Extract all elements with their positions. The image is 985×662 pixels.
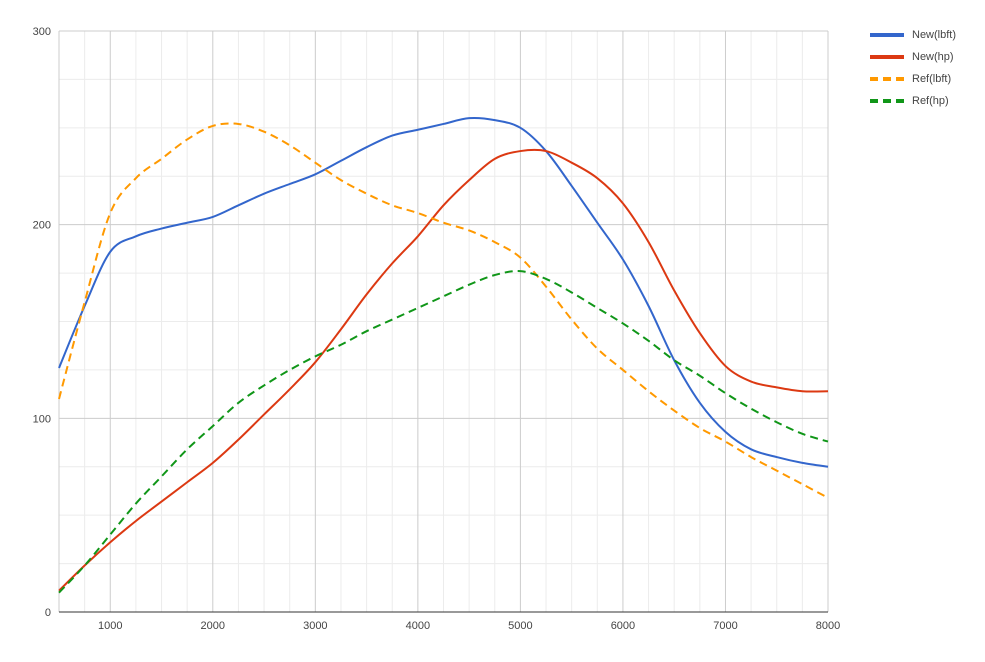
x-tick-label: 4000	[406, 620, 430, 632]
legend-label: New(hp)	[912, 51, 954, 63]
major-gridlines	[58, 30, 829, 613]
y-tick-label: 300	[33, 26, 51, 38]
legend-swatch	[870, 99, 904, 103]
x-tick-label: 7000	[713, 620, 737, 632]
legend-item-0[interactable]: New(lbft)	[870, 24, 982, 46]
legend-swatch	[870, 33, 904, 37]
y-tick-label: 200	[33, 220, 51, 232]
y-tick-label: 100	[33, 413, 51, 425]
legend-item-1[interactable]: New(hp)	[870, 46, 982, 68]
legend-item-3[interactable]: Ref(hp)	[870, 90, 982, 112]
legend-swatch	[870, 77, 904, 81]
x-tick-label: 5000	[508, 620, 532, 632]
axis-tick-labels: 0 100 200 300 1000 2000 3000 4000 5000 6000 7000 80…	[33, 26, 841, 632]
series-line-1[interactable]	[58, 148, 829, 592]
series-line-3[interactable]	[58, 270, 829, 594]
legend-label: Ref(lbft)	[912, 73, 952, 85]
legend-swatch	[870, 55, 904, 59]
chart-legend: New(lbft) New(hp) Ref(lbft) Ref(hp)	[870, 24, 982, 112]
x-tick-label: 6000	[611, 620, 635, 632]
x-tick-label: 2000	[201, 620, 225, 632]
x-tick-label: 8000	[816, 620, 840, 632]
x-tick-label: 3000	[303, 620, 327, 632]
series-line-2[interactable]	[58, 122, 829, 499]
legend-label: New(lbft)	[912, 29, 957, 41]
series-line-0[interactable]	[58, 116, 829, 468]
x-tick-label: 1000	[98, 620, 122, 632]
minor-gridlines	[58, 31, 828, 612]
series-lines	[58, 116, 829, 594]
legend-item-2[interactable]: Ref(lbft)	[870, 68, 982, 90]
y-tick-label: 0	[45, 607, 51, 619]
legend-label: Ref(hp)	[912, 95, 949, 107]
